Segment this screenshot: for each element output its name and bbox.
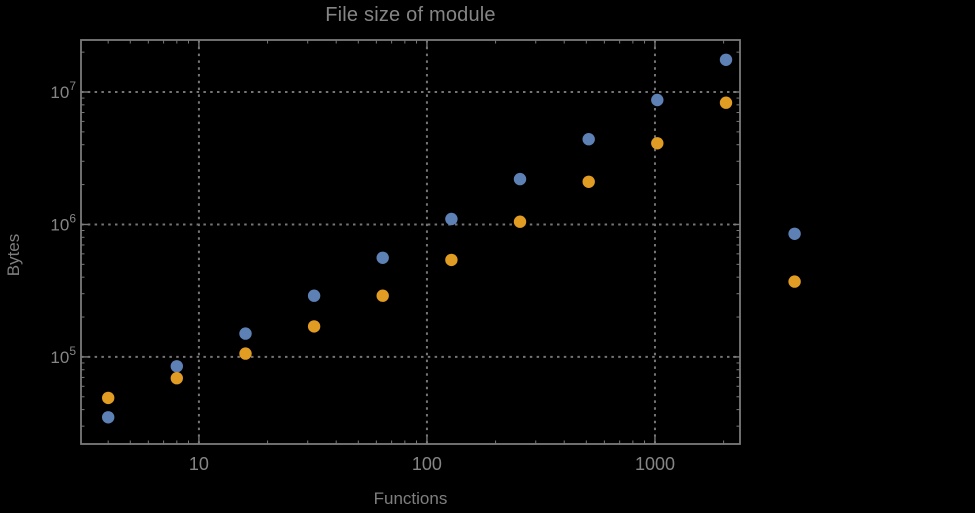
y-tick-exponent: 5: [69, 344, 76, 358]
data-point-blue: [445, 212, 458, 226]
data-point-blue: [582, 133, 595, 146]
data-point-blue: [651, 93, 664, 107]
data-point-blue: [376, 251, 389, 264]
y-tick-exponent: 6: [69, 211, 76, 225]
data-point-orange: [102, 391, 115, 405]
data-point-orange: [513, 215, 527, 228]
chart-title: File size of module: [325, 4, 496, 26]
data-point-orange: [651, 137, 664, 150]
y-axis-label: Bytes: [4, 233, 23, 277]
x-axis-label: Functions: [373, 489, 448, 508]
data-point-orange: [239, 347, 252, 360]
x-tick-label: 10: [189, 454, 209, 474]
data-point-blue: [170, 360, 183, 373]
data-point-blue: [788, 227, 801, 240]
data-point-orange: [582, 175, 595, 188]
x-tick-label: 1000: [635, 454, 675, 474]
data-point-orange: [307, 320, 321, 333]
x-tick-label: 100: [412, 454, 442, 474]
data-point-blue: [239, 327, 252, 340]
y-tick-label: 105: [50, 344, 76, 367]
data-point-orange: [170, 372, 183, 385]
y-tick-exponent: 7: [69, 79, 76, 93]
data-point-blue: [102, 411, 115, 424]
data-point-orange: [445, 253, 458, 267]
data-point-orange: [376, 289, 389, 302]
data-point-orange: [788, 275, 801, 288]
plot-frame: [80, 39, 741, 445]
y-tick-label: 107: [50, 79, 76, 102]
data-point-blue: [307, 289, 321, 302]
y-tick-label: 106: [50, 211, 76, 234]
data-point-orange: [719, 96, 733, 109]
data-point-blue: [513, 172, 527, 186]
data-point-blue: [719, 53, 733, 66]
